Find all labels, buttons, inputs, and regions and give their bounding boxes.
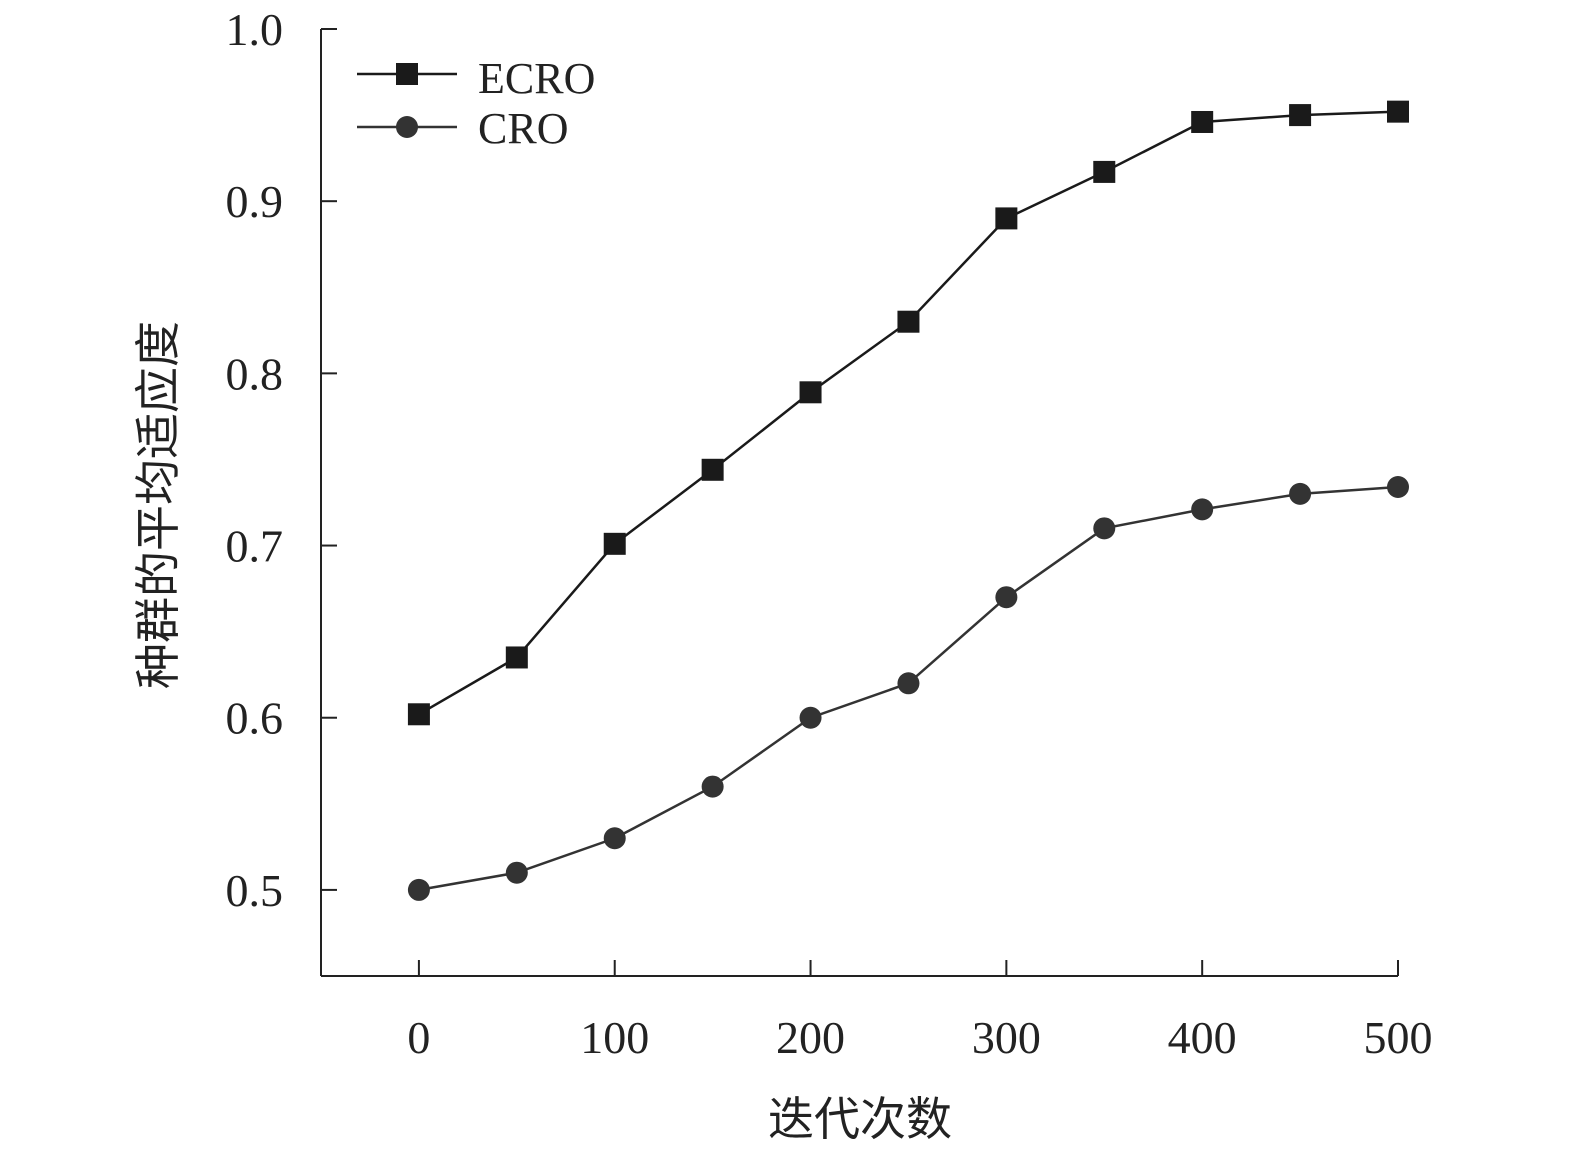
series-layer <box>407 100 1409 901</box>
legend-item-ecro: ECRO <box>357 54 595 103</box>
data-point-ecro <box>799 381 822 404</box>
data-point-ecro <box>1093 160 1116 183</box>
series-ecro <box>407 100 1409 726</box>
x-tick-label: 300 <box>972 1012 1041 1063</box>
data-point-cro <box>1289 482 1312 505</box>
y-axis-ticks: 0.5 0.6 0.7 0.8 0.9 1.0 <box>226 4 337 916</box>
data-point-ecro <box>407 703 430 726</box>
x-tick-label: 500 <box>1364 1012 1433 1063</box>
data-point-cro <box>897 672 920 695</box>
x-tick-label: 200 <box>776 1012 845 1063</box>
data-point-cro <box>1387 476 1409 499</box>
x-axis: 0 100 200 300 400 500 <box>321 960 1433 1063</box>
y-axis-title: 种群的平均适应度 <box>133 321 184 689</box>
data-point-cro <box>603 827 626 850</box>
data-point-cro <box>1093 517 1116 540</box>
y-tick-label: 0.7 <box>226 521 284 572</box>
y-axis: 0.5 0.6 0.7 0.8 0.9 1.0 <box>226 4 337 976</box>
y-tick-label: 0.9 <box>226 176 284 227</box>
series-line-ecro <box>418 110 1399 716</box>
data-point-ecro <box>1289 104 1312 127</box>
data-point-cro <box>799 706 822 729</box>
data-point-ecro <box>603 532 626 555</box>
data-point-cro <box>505 861 528 884</box>
data-point-cro <box>407 878 430 901</box>
legend: ECRO CRO <box>357 54 595 153</box>
legend-marker-circle <box>396 116 418 138</box>
data-point-ecro <box>897 310 920 333</box>
data-point-cro <box>995 586 1018 609</box>
x-tick-label: 0 <box>407 1012 430 1063</box>
legend-marker-square <box>396 63 418 85</box>
y-tick-label: 0.6 <box>226 693 284 744</box>
x-tick-label: 400 <box>1168 1012 1237 1063</box>
series-cro <box>407 476 1409 901</box>
data-point-cro <box>1191 498 1214 521</box>
legend-label-cro: CRO <box>478 104 568 153</box>
y-tick-label: 0.5 <box>226 865 284 916</box>
data-point-ecro <box>1387 100 1409 123</box>
y-tick-label: 0.8 <box>226 348 284 399</box>
x-axis-title: 迭代次数 <box>768 1094 952 1145</box>
legend-item-cro: CRO <box>357 104 568 153</box>
x-tick-label: 100 <box>580 1012 649 1063</box>
legend-label-ecro: ECRO <box>478 54 595 103</box>
data-point-ecro <box>995 207 1018 230</box>
y-tick-label: 1.0 <box>226 4 284 55</box>
data-point-ecro <box>1191 110 1214 133</box>
data-point-ecro <box>701 458 724 481</box>
data-point-cro <box>701 775 724 798</box>
data-point-ecro <box>505 646 528 669</box>
x-axis-ticks: 0 100 200 300 400 500 <box>407 960 1433 1063</box>
